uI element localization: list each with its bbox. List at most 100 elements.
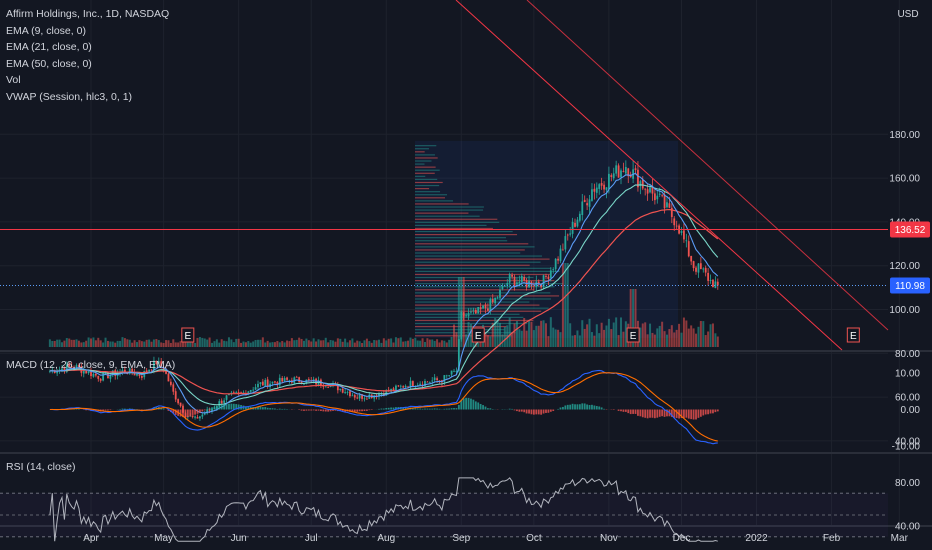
macd-histogram-bar	[661, 409, 664, 417]
macd-histogram-bar	[448, 408, 451, 410]
volume-bar	[687, 328, 690, 347]
volume-bar	[670, 325, 673, 347]
rsi-label[interactable]: RSI (14, close)	[6, 461, 76, 473]
candle-body	[699, 263, 702, 270]
candle-body	[518, 281, 521, 284]
volume-bar	[75, 339, 78, 347]
volume-bars	[48, 263, 719, 347]
macd-histogram-bar	[104, 409, 107, 411]
volume-bar	[593, 335, 596, 347]
candle-body	[169, 381, 172, 385]
volume-bar	[341, 341, 344, 347]
candle-body	[182, 405, 184, 413]
volume-profile-bar	[415, 163, 425, 165]
candle-body	[595, 187, 598, 193]
macd-histogram-bar	[361, 409, 363, 412]
volume-bar	[261, 337, 264, 347]
macd-histogram-bar	[433, 408, 436, 410]
candle-body	[603, 184, 605, 190]
volume-bar	[329, 340, 332, 347]
volume-bar	[453, 324, 456, 347]
candle-body	[242, 392, 245, 394]
volume-profile-bar	[415, 169, 440, 171]
candle-body	[707, 272, 710, 281]
candle-body	[489, 299, 492, 311]
macd-histogram-bar	[489, 408, 492, 410]
volume-bar	[503, 326, 506, 347]
candle-body	[523, 276, 526, 281]
candle-body	[583, 199, 586, 203]
volume-bar	[293, 340, 296, 347]
volume-bar	[85, 340, 88, 347]
candle-body	[145, 370, 148, 372]
volume-profile-bar	[415, 237, 506, 239]
macd-histogram-bar	[225, 404, 228, 410]
volume-bar	[576, 330, 579, 347]
volume-bar	[184, 338, 187, 347]
candle-body	[499, 289, 501, 298]
macd-histogram-bar	[380, 408, 383, 410]
candle-body	[373, 395, 376, 399]
macd-histogram-bar	[278, 408, 281, 410]
time-tick-label: Aug	[377, 533, 395, 544]
macd-histogram-bar	[312, 409, 315, 411]
volume-bar	[106, 340, 109, 347]
candle-body	[259, 382, 262, 384]
volume-bar	[322, 340, 325, 347]
volume-profile-bar	[415, 261, 541, 263]
candle-body	[392, 388, 395, 391]
volume-bar	[254, 340, 257, 347]
candle-body	[153, 360, 155, 370]
macd-histogram-bar	[547, 409, 550, 413]
macd-label[interactable]: MACD (12, 26, close, 9, EMA, EMA)	[6, 359, 176, 371]
indicator-ema9[interactable]: EMA (9, close, 0)	[6, 24, 86, 37]
volume-bar	[578, 335, 581, 347]
volume-bar	[140, 341, 143, 347]
volume-bar	[709, 324, 712, 347]
candle-body	[191, 416, 194, 418]
candle-body	[167, 373, 170, 382]
macd-histogram-bar	[690, 409, 693, 420]
earnings-marker-text: E	[184, 331, 191, 342]
candle-body	[641, 179, 644, 189]
volume-bar	[310, 341, 313, 347]
volume-bar	[544, 323, 547, 347]
volume-bar	[450, 336, 453, 347]
macd-histogram-bar	[639, 409, 642, 417]
volume-profile-bar	[415, 258, 550, 260]
indicator-vol[interactable]: Vol	[6, 74, 21, 86]
volume-bar	[678, 323, 681, 347]
macd-histogram-bar	[237, 404, 240, 410]
candle-body	[620, 170, 622, 178]
macd-histogram-bar	[119, 408, 121, 410]
volume-profile-bar	[415, 234, 518, 236]
candle-body	[298, 377, 301, 382]
indicator-ema50[interactable]: EMA (50, close, 0)	[6, 57, 92, 70]
macd-histogram-bar	[532, 409, 535, 415]
indicator-vwap[interactable]: VWAP (Session, hlc3, 0, 1)	[6, 90, 133, 103]
volume-bar	[196, 337, 199, 347]
volume-bar	[658, 325, 661, 347]
indicator-ema21[interactable]: EMA (21, close, 0)	[6, 41, 92, 53]
volume-bar	[411, 338, 414, 347]
candle-body	[228, 394, 230, 396]
macd-histogram-bar	[455, 408, 458, 410]
macd-histogram-bar	[334, 409, 337, 411]
volume-profile-bar	[415, 267, 552, 269]
volume-profile-bar	[415, 203, 469, 205]
volume-bar	[99, 340, 102, 347]
candle-body	[48, 370, 51, 372]
macd-histogram-bar	[213, 406, 216, 410]
earnings-marker-text: E	[630, 331, 637, 342]
macd-histogram-bar	[78, 408, 80, 410]
candle-body	[559, 248, 562, 262]
macd-histogram-bar	[632, 409, 634, 414]
candle-body	[160, 361, 163, 367]
volume-bar	[295, 339, 298, 347]
macd-histogram-bar	[271, 408, 274, 410]
macd-histogram-bar	[487, 408, 489, 410]
volume-bar	[278, 342, 281, 347]
candle-body	[257, 383, 259, 388]
macd-histogram-bar	[404, 407, 407, 410]
